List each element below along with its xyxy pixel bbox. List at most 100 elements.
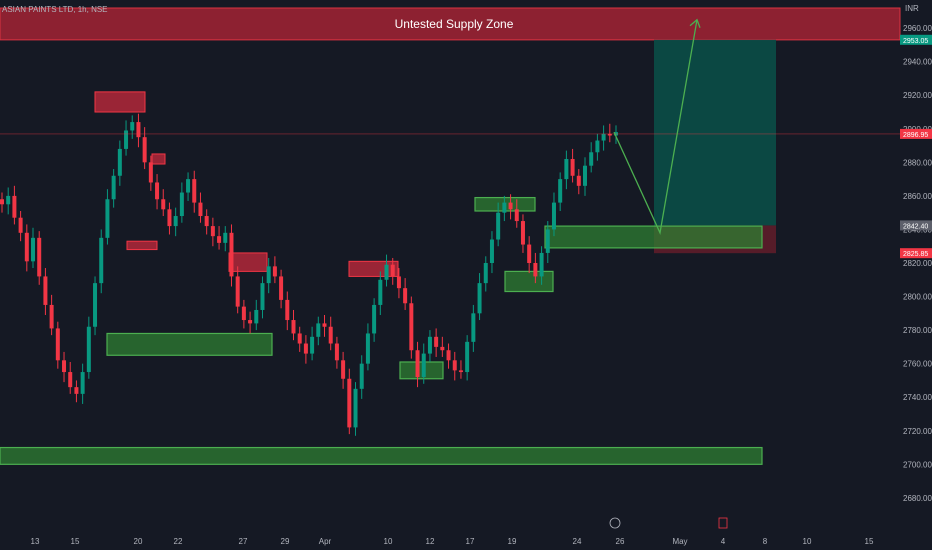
- candle-body: [527, 244, 532, 263]
- candle-body: [545, 229, 550, 253]
- y-tick-label: 2960.00: [903, 24, 932, 33]
- candle-body: [421, 353, 426, 378]
- y-tick-label: 2700.00: [903, 460, 932, 469]
- earnings-icon: [718, 517, 728, 529]
- x-tick-label: 19: [508, 537, 517, 546]
- candle-body: [260, 283, 265, 310]
- axes-layer: 2680.00 2700.00 2720.00 2740.00 2760.00 2780.…: [2, 4, 932, 546]
- candle-body: [74, 387, 79, 394]
- price-tag-label: 2825.85: [903, 251, 928, 258]
- x-tick-label: 26: [616, 537, 625, 546]
- candle-body: [198, 202, 203, 217]
- candle-body: [601, 133, 606, 141]
- candle-body: [489, 239, 494, 263]
- candle-body: [514, 209, 519, 222]
- candle-body: [254, 309, 259, 324]
- candle-body: [31, 237, 36, 262]
- x-tick-label: 22: [174, 537, 183, 546]
- candle-body: [248, 320, 253, 324]
- candle-body: [347, 378, 352, 428]
- x-tick-label: 10: [803, 537, 812, 546]
- candle-body: [136, 122, 141, 138]
- y-tick-label: 2780.00: [903, 326, 932, 335]
- candle-body: [229, 232, 234, 277]
- candle-body: [576, 175, 581, 186]
- candles-layer: [0, 113, 618, 436]
- candle-body: [99, 237, 104, 284]
- candle-body: [0, 199, 4, 205]
- price-tag-bg: [900, 128, 932, 139]
- candle-body: [328, 326, 333, 344]
- candle-body: [508, 202, 513, 210]
- event-icon: [609, 517, 621, 529]
- candle-body: [124, 130, 129, 149]
- y-tick-label: 2760.00: [903, 360, 932, 369]
- candle-body: [6, 195, 11, 205]
- candle-body: [458, 370, 463, 373]
- x-tick-label: 27: [239, 537, 248, 546]
- supply-block: [228, 252, 268, 272]
- price-tag-bg: [900, 220, 932, 231]
- candle-body: [477, 283, 482, 314]
- candle-body: [80, 372, 85, 394]
- price-tag-bg: [900, 34, 932, 45]
- currency-label: INR: [905, 4, 919, 13]
- candle-body: [564, 158, 569, 180]
- candle-body: [117, 148, 122, 176]
- candle-body: [396, 276, 401, 289]
- candle-body: [446, 350, 451, 361]
- demand-zone: [399, 361, 444, 380]
- supply-zone-band: [0, 7, 901, 41]
- demand-zone: [0, 446, 763, 465]
- candle-body: [223, 232, 228, 243]
- candle-body: [130, 122, 135, 131]
- x-tick-label: Apr: [319, 537, 332, 546]
- candle-body: [111, 175, 116, 200]
- candle-body: [68, 372, 73, 388]
- candle-body: [607, 133, 612, 136]
- candle-body: [155, 182, 160, 200]
- x-tick-label: 20: [134, 537, 143, 546]
- candle-body: [353, 388, 358, 428]
- candle-body: [266, 266, 271, 284]
- candle-body: [434, 336, 439, 347]
- x-tick-label: 17: [466, 537, 475, 546]
- candle-body: [204, 216, 209, 227]
- candle-body: [365, 333, 370, 364]
- y-tick-label: 2800.00: [903, 293, 932, 302]
- x-tick-label: 4: [721, 537, 726, 546]
- candle-body: [316, 323, 321, 337]
- candle-body: [539, 252, 544, 277]
- candle-body: [186, 179, 191, 193]
- candle-body: [440, 346, 445, 351]
- candle-body: [341, 360, 346, 379]
- x-tick-label: 13: [31, 537, 40, 546]
- candle-body: [551, 202, 556, 230]
- projection-arrowhead: [689, 18, 701, 28]
- candle-body: [322, 323, 327, 327]
- x-tick-label: 29: [281, 537, 290, 546]
- candle-body: [241, 306, 246, 321]
- candle-body: [142, 137, 147, 163]
- supply-zone-label: Untested Supply Zone: [395, 17, 514, 31]
- candle-body: [210, 226, 215, 237]
- price-tag-label: 2953.05: [903, 38, 928, 45]
- candle-body: [589, 152, 594, 166]
- candle-body: [452, 360, 457, 371]
- price-tag-label: 2896.95: [903, 132, 928, 139]
- candle-body: [285, 299, 290, 321]
- candle-body: [37, 237, 42, 277]
- supply-block: [348, 260, 399, 277]
- candle-body: [279, 276, 284, 300]
- demand-zone: [106, 332, 273, 356]
- candle-body: [427, 336, 432, 354]
- x-tick-label: 15: [71, 537, 80, 546]
- candle-body: [415, 350, 420, 378]
- candle-body: [291, 320, 296, 334]
- x-tick-label: 15: [865, 537, 874, 546]
- price-tag-bg: [900, 248, 932, 259]
- supply-block: [94, 91, 146, 113]
- candle-body: [43, 276, 48, 305]
